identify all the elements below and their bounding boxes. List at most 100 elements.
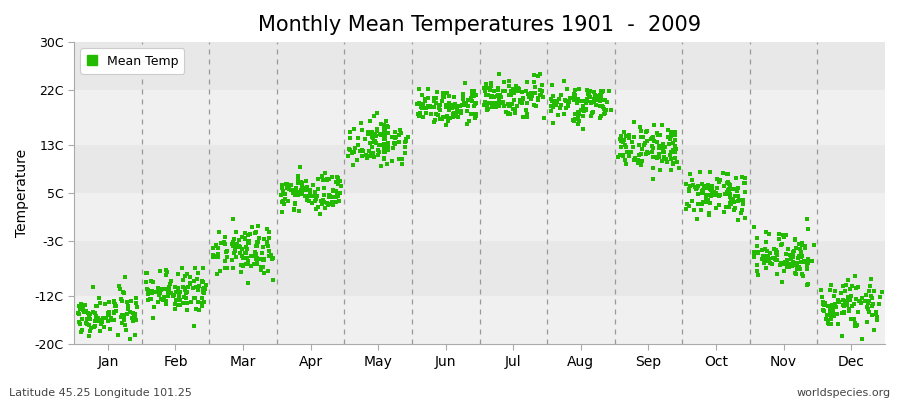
- Point: [377, 130, 392, 137]
- Point: [656, 149, 670, 156]
- Point: [774, 260, 788, 266]
- Point: [751, 249, 765, 256]
- Point: [294, 186, 309, 193]
- Point: [293, 178, 308, 185]
- Point: [533, 87, 547, 93]
- Point: [159, 298, 174, 304]
- Point: [206, 253, 220, 260]
- Point: [189, 306, 203, 312]
- Point: [144, 277, 158, 284]
- Point: [502, 102, 517, 109]
- Point: [731, 197, 745, 204]
- Point: [284, 182, 299, 188]
- Point: [265, 255, 279, 262]
- Point: [332, 198, 347, 204]
- Point: [728, 193, 742, 199]
- Point: [364, 130, 379, 136]
- Point: [518, 107, 533, 114]
- Point: [580, 96, 594, 102]
- Point: [822, 317, 836, 324]
- Point: [712, 192, 726, 199]
- Point: [587, 89, 601, 95]
- Point: [594, 93, 608, 100]
- Point: [191, 270, 205, 276]
- Point: [680, 181, 694, 187]
- Point: [369, 133, 383, 140]
- Point: [575, 107, 590, 113]
- Point: [448, 104, 463, 110]
- Point: [163, 280, 177, 287]
- Point: [576, 126, 590, 132]
- Point: [778, 258, 792, 265]
- Point: [93, 300, 107, 306]
- Point: [479, 81, 493, 87]
- Point: [736, 201, 751, 207]
- Point: [680, 200, 695, 207]
- Point: [768, 256, 782, 262]
- Point: [230, 241, 245, 247]
- Point: [365, 132, 380, 138]
- Point: [546, 101, 561, 107]
- Point: [330, 181, 345, 188]
- Point: [292, 191, 307, 197]
- Point: [777, 234, 791, 240]
- Point: [410, 110, 425, 117]
- Point: [459, 120, 473, 127]
- Point: [313, 211, 328, 218]
- Point: [759, 239, 773, 246]
- Point: [175, 265, 189, 271]
- Point: [372, 141, 386, 148]
- Point: [115, 298, 130, 304]
- Point: [687, 206, 701, 213]
- Point: [561, 102, 575, 108]
- Point: [589, 102, 603, 108]
- Point: [529, 102, 544, 109]
- Point: [492, 71, 507, 77]
- Point: [346, 126, 361, 132]
- Point: [828, 304, 842, 310]
- Point: [596, 88, 610, 94]
- Point: [844, 303, 859, 309]
- Point: [758, 253, 772, 259]
- Point: [400, 134, 415, 140]
- Point: [662, 141, 676, 148]
- Point: [454, 108, 469, 114]
- Point: [302, 198, 317, 204]
- Point: [379, 146, 393, 152]
- Point: [197, 286, 211, 293]
- Point: [302, 190, 317, 196]
- Point: [350, 134, 365, 141]
- Point: [195, 286, 210, 292]
- Point: [256, 243, 270, 250]
- Point: [218, 257, 232, 264]
- Point: [640, 138, 654, 144]
- Point: [719, 204, 733, 210]
- Point: [724, 198, 739, 204]
- Point: [254, 264, 268, 270]
- Point: [727, 204, 742, 211]
- Point: [345, 150, 359, 156]
- Point: [462, 118, 476, 125]
- Point: [784, 261, 798, 267]
- Point: [262, 253, 276, 260]
- Point: [781, 264, 796, 271]
- Point: [96, 315, 111, 321]
- Point: [238, 250, 253, 256]
- Point: [257, 270, 272, 276]
- Point: [580, 106, 594, 112]
- Point: [418, 104, 433, 111]
- Point: [689, 216, 704, 222]
- Point: [189, 283, 203, 290]
- Point: [464, 111, 479, 117]
- Point: [500, 110, 515, 116]
- Point: [533, 70, 547, 77]
- Point: [651, 154, 665, 160]
- Point: [827, 292, 842, 299]
- Point: [418, 96, 432, 102]
- Point: [365, 128, 380, 135]
- Point: [760, 257, 774, 263]
- Point: [779, 251, 794, 258]
- Point: [731, 185, 745, 191]
- Point: [431, 102, 446, 109]
- Point: [785, 262, 799, 269]
